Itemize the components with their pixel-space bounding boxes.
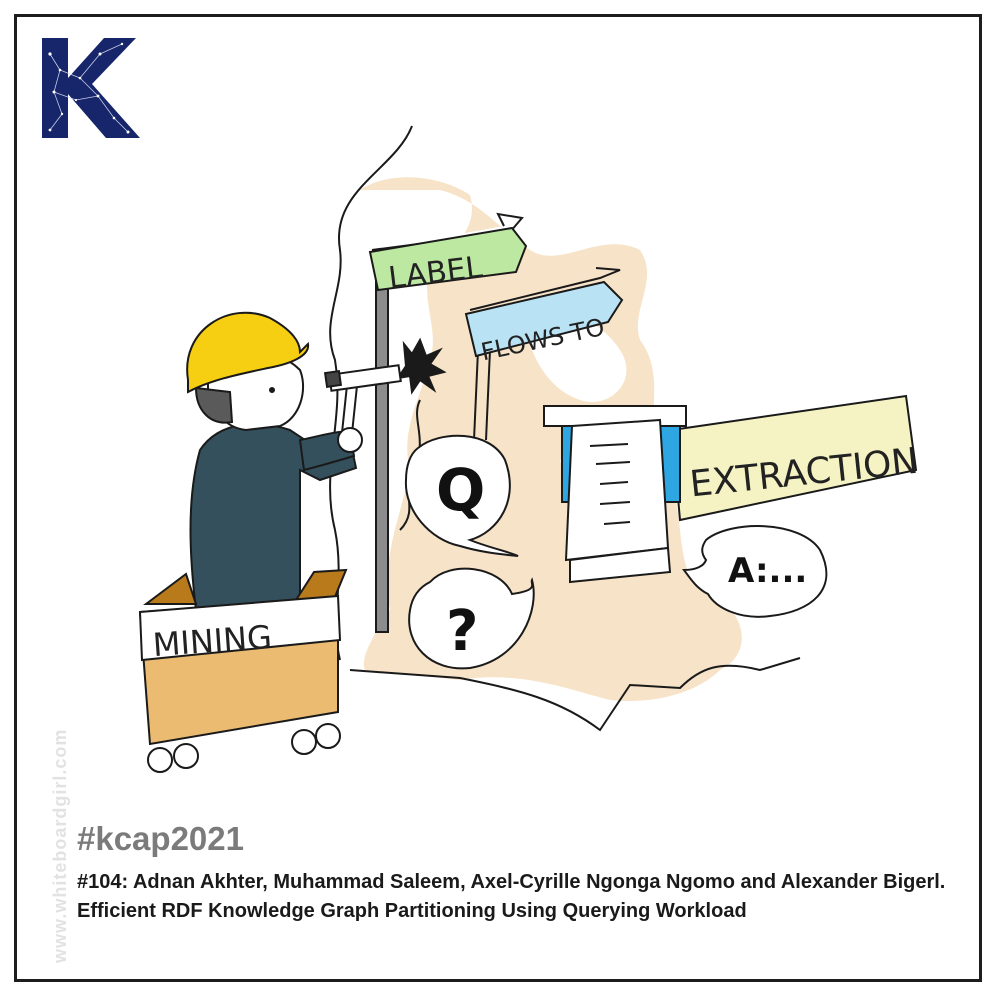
terrain-outline: [329, 125, 801, 732]
website-watermark: www.whiteboardgirl.com: [50, 680, 70, 965]
worker-hair: [194, 386, 234, 424]
worker-hand: [337, 427, 363, 453]
cart-wheels: [147, 723, 341, 773]
q-bubble-text: Q: [436, 456, 485, 524]
document: [543, 405, 687, 584]
kcap-logo: K: [42, 38, 140, 138]
worker-eye: [269, 387, 275, 393]
question-bubble-text: ?: [446, 599, 478, 664]
watermark-text: www.whiteboardgirl.com: [50, 728, 70, 963]
label-sign: LABEL: [368, 212, 528, 296]
extraction-sign: EXTRACTION: [670, 394, 920, 522]
helmet-icon: [186, 311, 310, 394]
logo-k-shape: [42, 38, 140, 138]
question-bubble: ?: [408, 567, 535, 670]
mining-cart: MINING: [138, 568, 348, 773]
answer-bubble: A:...: [682, 525, 828, 618]
hashtag: #kcap2021: [77, 820, 244, 857]
cart-label-band: [138, 594, 342, 662]
mining-label-text: MINING: [152, 618, 274, 664]
worker: [186, 311, 402, 611]
q-bubble: Q: [404, 434, 519, 557]
signpost-pole: [375, 279, 389, 633]
logo-stars: [48, 42, 130, 134]
signpost-pole-2: [473, 349, 491, 441]
paper-citation: #104: Adnan Akhter, Muhammad Saleem, Axe…: [77, 871, 946, 922]
answer-bubble-text: A:...: [728, 551, 807, 591]
